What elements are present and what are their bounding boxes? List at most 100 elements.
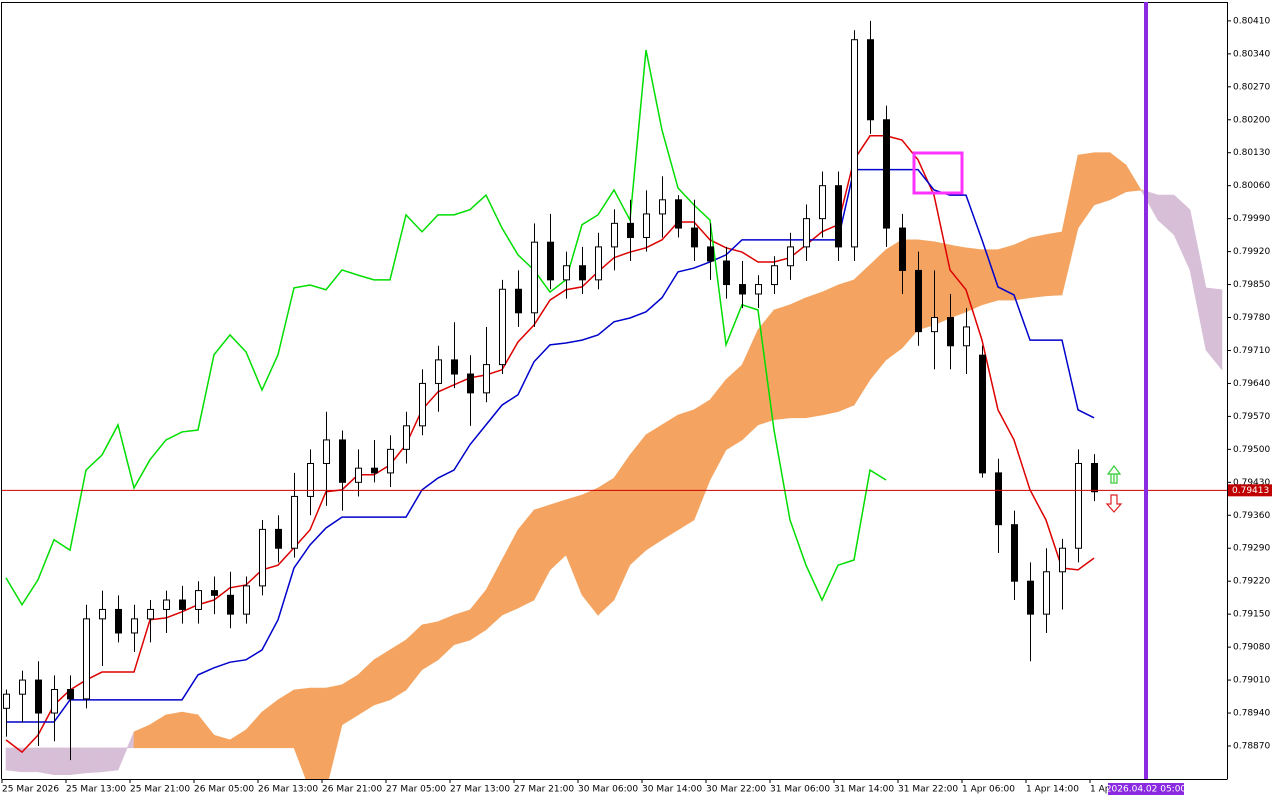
candle-body <box>659 199 666 215</box>
cloud-segment <box>677 409 695 531</box>
x-tick-label: 25 Mar 2026 <box>2 785 59 795</box>
y-tick-label: 0.79010 <box>1233 676 1270 686</box>
cloud-segment <box>1029 234 1047 299</box>
candle-body <box>835 185 842 248</box>
cloud-segment <box>85 747 103 774</box>
cloud-segment <box>21 747 39 773</box>
x-tick-label: 31 Mar 14:00 <box>834 785 894 795</box>
y-tick-label: 0.79430 <box>1233 478 1270 488</box>
cloud-segment <box>645 424 663 551</box>
cloud-segment <box>629 433 647 566</box>
candle-body <box>899 227 906 271</box>
candle-body <box>339 439 346 483</box>
y-tick-label: 0.79640 <box>1233 379 1270 389</box>
x-tick-label: 26 Mar 13:00 <box>258 785 318 795</box>
candle-body <box>51 688 58 714</box>
y-tick-label: 0.79290 <box>1233 544 1270 554</box>
x-tick-label: 27 Mar 21:00 <box>514 785 574 795</box>
x-tick-label: 31 Mar 22:00 <box>898 785 958 795</box>
candle-body <box>195 590 202 610</box>
candle-body <box>163 599 170 610</box>
y-tick-label: 0.79080 <box>1233 643 1270 653</box>
y-tick-label: 0.80340 <box>1233 49 1270 59</box>
cloud-segment <box>181 711 199 749</box>
y-tick-label: 0.79710 <box>1233 346 1270 356</box>
cloud-segment <box>581 487 599 616</box>
candle-body <box>1091 462 1098 493</box>
cloud-segment <box>661 414 679 541</box>
cloud-segment <box>277 689 295 749</box>
candle-body <box>947 317 954 347</box>
y-tick-label: 0.80060 <box>1233 181 1270 191</box>
candle-body <box>1043 571 1050 615</box>
x-tick-label: 25 Mar 13:00 <box>66 785 126 795</box>
y-tick-label: 0.80200 <box>1233 115 1270 125</box>
x-tick-label: 26 Mar 21:00 <box>322 785 382 795</box>
y-tick-label: 0.79850 <box>1233 280 1270 290</box>
y-tick-label: 0.79920 <box>1233 247 1270 257</box>
cloud-segment <box>821 284 839 416</box>
candle-body <box>19 679 26 695</box>
candle-body <box>963 326 970 347</box>
cloud <box>5 152 1223 779</box>
x-tick-label: 30 Mar 22:00 <box>706 785 766 795</box>
candle-body <box>387 448 394 474</box>
indicator-line <box>5 49 887 607</box>
cloud-segment <box>5 747 23 773</box>
y-tick-label: 0.79150 <box>1233 610 1270 620</box>
y-tick-label: 0.79990 <box>1233 214 1270 224</box>
candle-body <box>403 425 410 450</box>
x-tick-label: 27 Mar 05:00 <box>386 785 446 795</box>
candle-body <box>323 439 330 464</box>
x-tick-label: 30 Mar 14:00 <box>642 785 702 795</box>
cloud-segment <box>53 747 71 776</box>
cloud-segment <box>1205 287 1223 371</box>
cloud-segment <box>373 649 391 706</box>
y-tick-label: 0.78940 <box>1233 709 1270 719</box>
x-tick-label: 27 Mar 13:00 <box>450 785 510 795</box>
candle-body <box>643 213 650 238</box>
y-tick-label: 0.78870 <box>1233 741 1270 751</box>
candle-body <box>147 608 154 620</box>
candle-body <box>179 599 186 610</box>
candle-body <box>35 679 42 714</box>
cloud-segment <box>773 304 791 421</box>
cloud-segment <box>69 747 87 776</box>
candle-body <box>227 594 234 615</box>
candle-body <box>595 246 602 281</box>
cloud-segment <box>869 249 887 381</box>
candle-body <box>419 382 426 427</box>
cloud-segment <box>293 687 311 779</box>
candle-body <box>131 618 138 634</box>
y-tick-label: 0.80270 <box>1233 82 1270 92</box>
candle-body <box>851 39 858 248</box>
cloud-segment <box>1045 231 1063 297</box>
candle-body <box>547 241 554 281</box>
time-marker-box <box>1108 783 1184 795</box>
candle-body <box>1059 547 1066 573</box>
candle-body <box>739 284 746 295</box>
down-arrow <box>1105 494 1123 513</box>
cloud-segment <box>101 747 119 773</box>
candle-body <box>83 618 90 700</box>
y-tick-label: 0.79360 <box>1233 511 1270 521</box>
candle-body <box>691 227 698 248</box>
y-tick-label: 0.79570 <box>1233 412 1270 422</box>
candle-body <box>611 222 618 248</box>
cloud-segment <box>805 291 823 419</box>
time-marker-label: 2026.04.02 05:00 <box>1106 785 1187 795</box>
candle-body <box>3 693 10 709</box>
cloud-segment <box>789 297 807 419</box>
up-arrow <box>1106 465 1122 484</box>
x-tick-label: 1 Apr 14:00 <box>1026 785 1079 795</box>
cloud-segment <box>997 244 1015 301</box>
candle-body <box>563 265 570 281</box>
y-tick-label: 0.79220 <box>1233 577 1270 587</box>
candle-body <box>995 472 1002 526</box>
candle-body <box>883 119 890 229</box>
candle-body <box>915 269 922 333</box>
